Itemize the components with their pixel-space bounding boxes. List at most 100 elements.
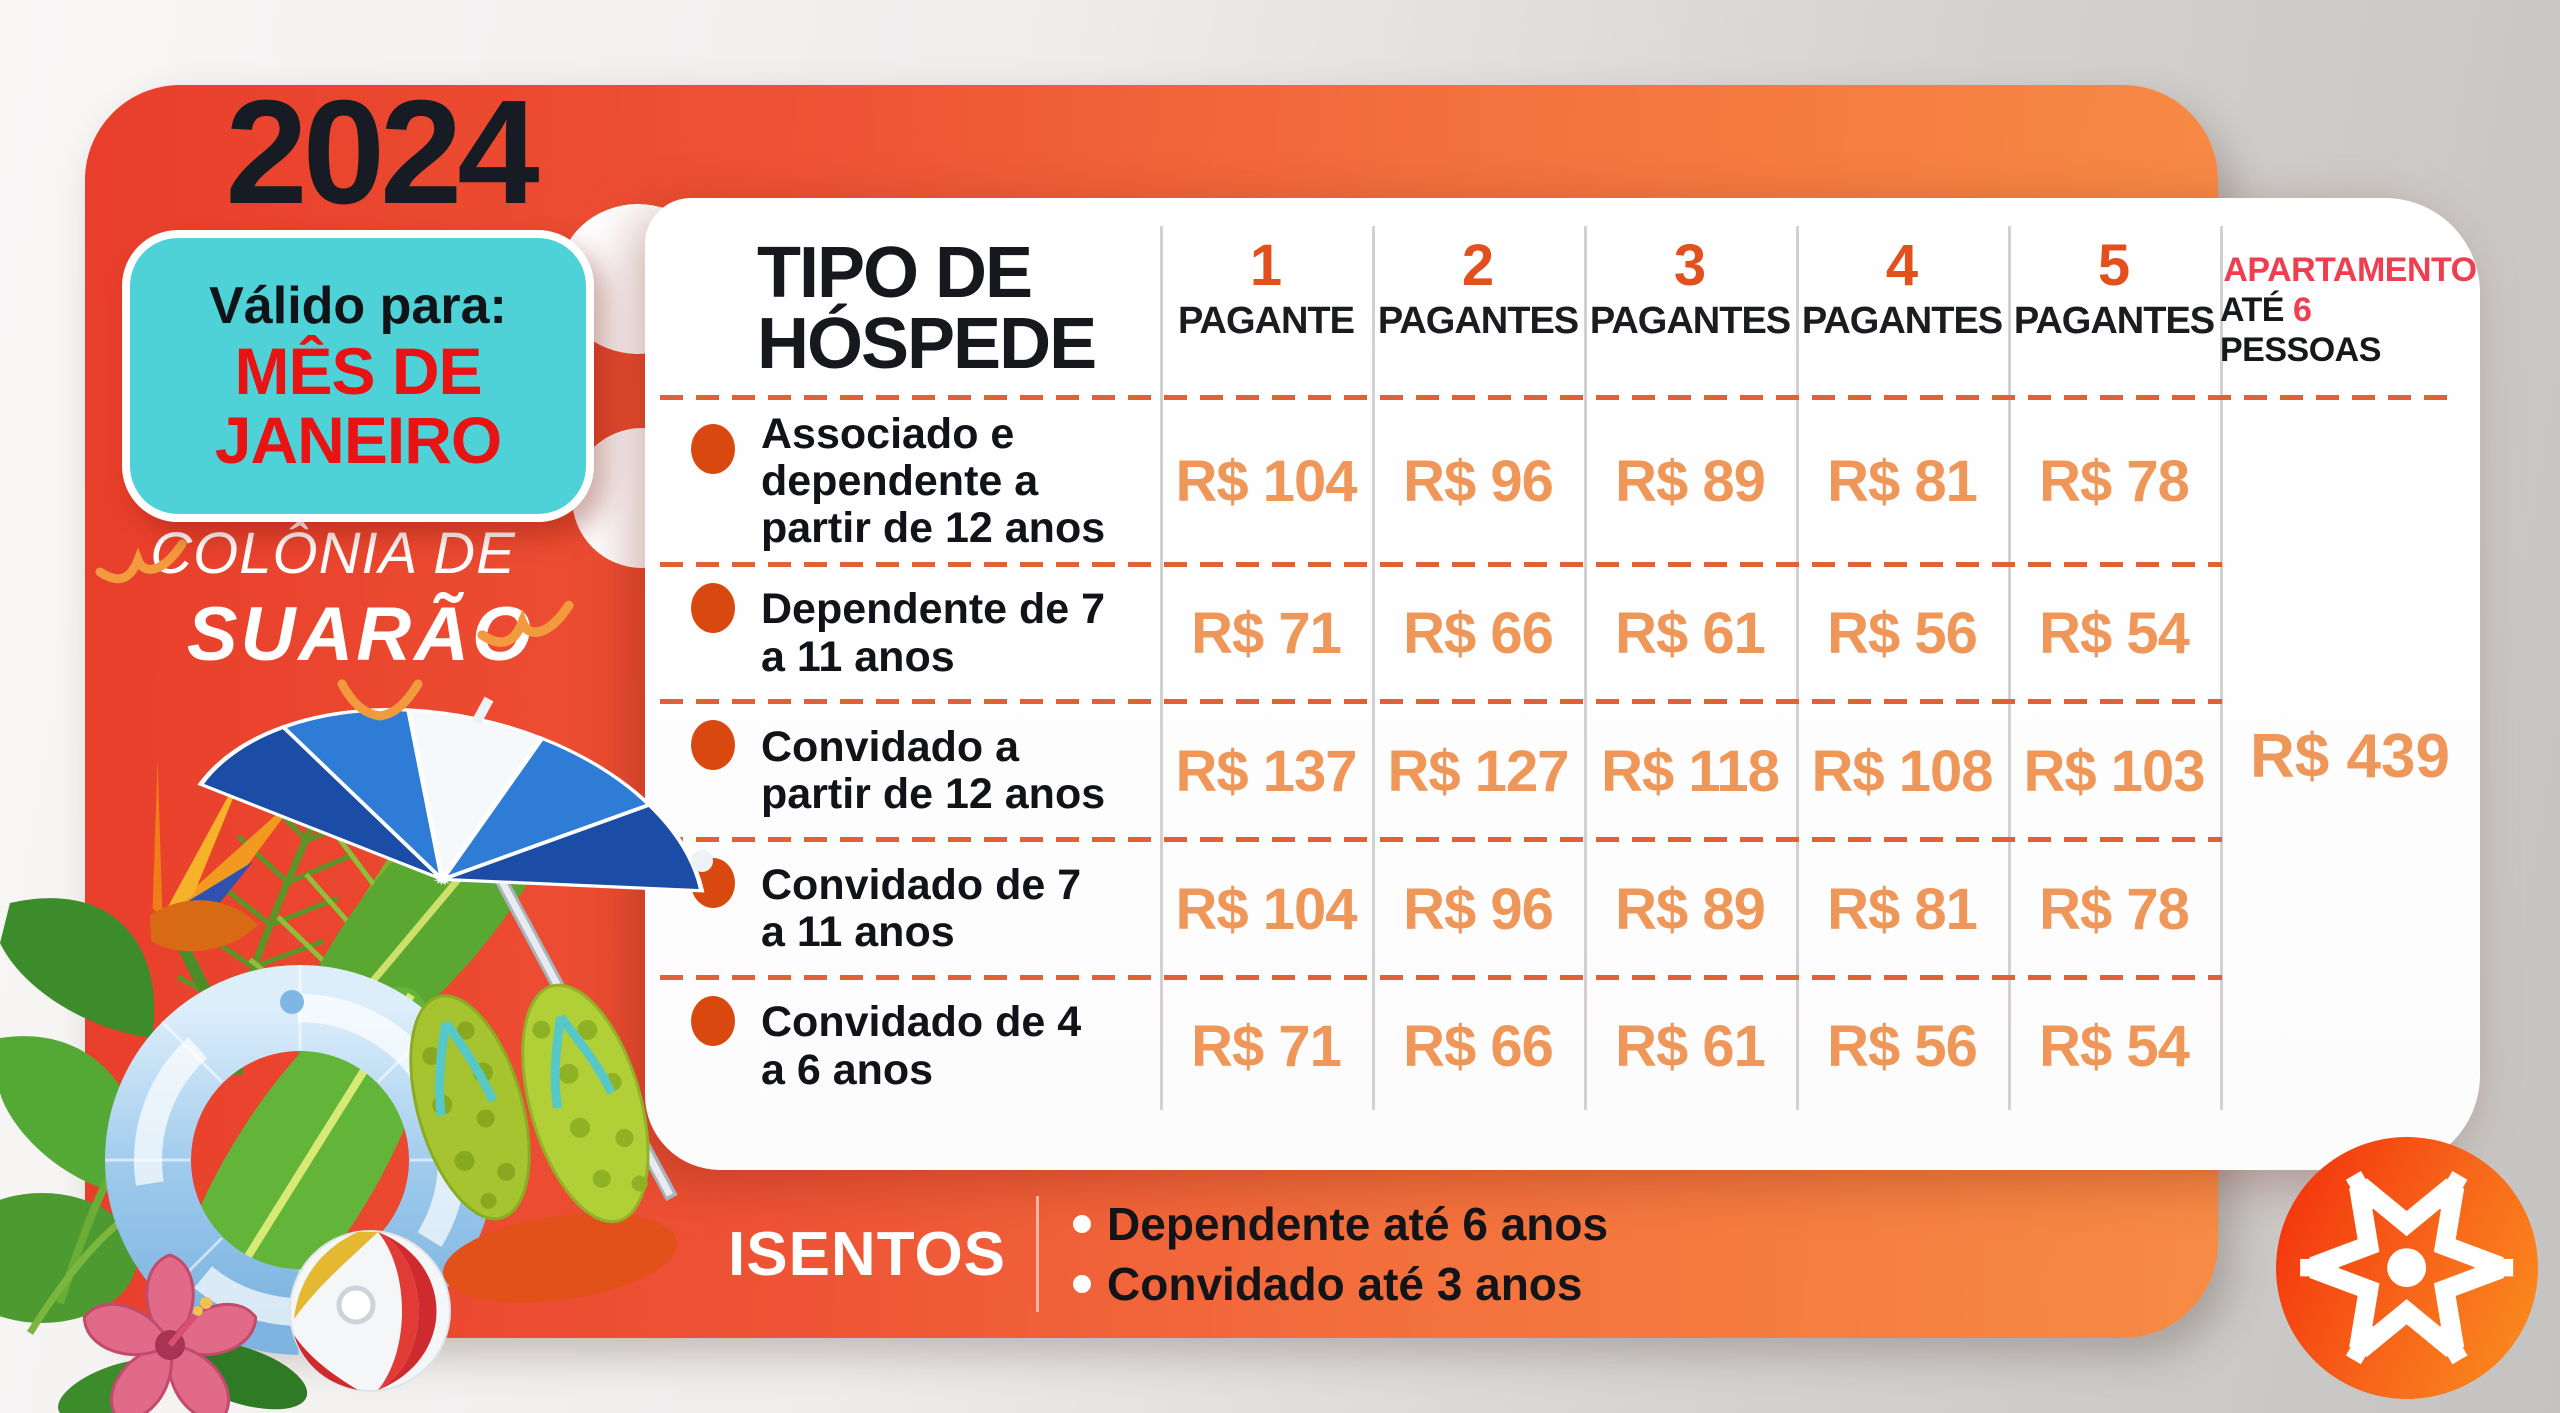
row-label: Convidado de 4 a 6 anos: [761, 998, 1082, 1094]
bird-swoosh-icon: [337, 679, 423, 721]
column-label: PAGANTES: [1589, 299, 1791, 342]
row-label: Convidado de 7 a 11 anos: [761, 860, 1082, 956]
price-cell: R$ 66: [1403, 1014, 1554, 1079]
towel-shape: [443, 1213, 677, 1303]
price-cell: R$ 56: [1827, 601, 1978, 666]
brand-logo-text: COLÔNIA DE SUARÃO: [95, 520, 574, 721]
exempt-title: ISENTOS: [728, 1219, 1007, 1289]
column-label: PAGANTE: [1178, 299, 1355, 342]
price-cell: R$ 118: [1601, 738, 1780, 804]
price-cell: R$ 103: [2023, 738, 2205, 804]
column-divider: [1584, 226, 1587, 1110]
price-cell: R$ 137: [1175, 738, 1357, 804]
price-cell: R$ 81: [1827, 449, 1978, 514]
column-label: PAGANTES: [1377, 299, 1579, 342]
price-cell: R$ 66: [1403, 601, 1554, 666]
price-cell: R$ 89: [1615, 449, 1766, 514]
column-divider: [1796, 226, 1799, 1110]
column-divider: [2008, 226, 2011, 1110]
price-cell: R$ 61: [1615, 601, 1766, 666]
header-separator: [660, 395, 2452, 400]
column-number: 3: [1673, 233, 1707, 298]
row-separator: [660, 562, 2222, 567]
price-cell: R$ 104: [1175, 449, 1357, 514]
price-table-panel: TIPO DE HÓSPEDE 1 PAGANTE 2 PAGANTES 3 P…: [645, 198, 2480, 1170]
column-header-1: 1 PAGANTE: [1160, 198, 1372, 398]
row-label-cell: Associado e dependente a partir de 12 an…: [645, 398, 1160, 565]
price-cell: R$ 89: [1615, 876, 1766, 942]
validity-badge: Válido para: MÊS DE JANEIRO: [122, 230, 594, 522]
bullet-icon: [691, 996, 735, 1046]
guest-type-header: TIPO DE HÓSPEDE: [757, 233, 1097, 384]
row-separator: [660, 975, 2222, 980]
bullet-icon: [1073, 1275, 1092, 1293]
row-separator: [660, 837, 2222, 842]
column-divider: [2220, 226, 2223, 1110]
row-label-cell: Convidado a partir de 12 anos: [645, 702, 1160, 840]
price-cell: R$ 56: [1827, 1014, 1978, 1079]
validity-month-line1: MÊS DE: [234, 334, 482, 409]
apartment-six: 6: [2292, 291, 2312, 330]
column-label: PAGANTES: [1801, 299, 2003, 342]
flip-flops-icon: [409, 983, 650, 1224]
row-label: Convidado a partir de 12 anos: [761, 722, 1106, 818]
exempt-item-label: Convidado até 3 anos: [1107, 1258, 1583, 1310]
bird-swoosh-icon: [477, 600, 574, 647]
column-divider: [1372, 226, 1375, 1110]
snowflake-emblem-icon: [2300, 1171, 2514, 1365]
price-cell: R$ 127: [1387, 738, 1569, 804]
bullet-icon: [691, 583, 735, 633]
price-cell: R$ 54: [2039, 1014, 2190, 1079]
exempt-section: ISENTOS Dependente até 6 anos Convidado …: [728, 1178, 1608, 1330]
brand-line2: SUARÃO: [186, 592, 535, 677]
column-divider: [1160, 226, 1163, 1110]
column-header-5: 5 PAGANTES: [2008, 198, 2220, 398]
price-cell: R$ 96: [1403, 449, 1554, 514]
bird-swoosh-icon: [95, 539, 187, 584]
bullet-icon: [1073, 1215, 1092, 1233]
row-label-cell: Convidado de 4 a 6 anos: [645, 978, 1160, 1115]
leaf-shape: [0, 898, 155, 1038]
row-separator: [660, 699, 2222, 704]
price-cell: R$ 96: [1403, 876, 1554, 942]
beach-umbrella-icon: [197, 696, 713, 1202]
apartment-pessoas: PESSOAS: [2220, 331, 2381, 370]
apartment-column-header: APARTAMENTO ATÉ 6 PESSOAS: [2220, 198, 2480, 398]
brand-line1: COLÔNIA DE: [150, 521, 516, 586]
column-header-3: 3 PAGANTES: [1584, 198, 1796, 398]
price-cell: R$ 78: [2039, 449, 2190, 514]
price-cell: R$ 108: [1811, 738, 1993, 804]
price-cell: R$ 104: [1175, 876, 1357, 942]
row-label-cell: Convidado de 7 a 11 anos: [645, 840, 1160, 978]
column-header-4: 4 PAGANTES: [1796, 198, 2008, 398]
validity-month-line2: JANEIRO: [214, 402, 502, 477]
year-title: 2024: [225, 70, 539, 235]
column-number: 4: [1885, 233, 1919, 298]
exempt-item: Dependente até 6 anos: [1073, 1197, 1608, 1251]
exempt-item: Convidado até 3 anos: [1073, 1257, 1608, 1311]
price-cell: R$ 81: [1827, 876, 1978, 942]
column-label: PAGANTES: [2013, 299, 2215, 342]
bullet-icon: [691, 424, 735, 474]
apartment-header-line2: ATÉ 6 PESSOAS: [2220, 290, 2480, 370]
apartment-price-cell: R$ 439: [2250, 722, 2450, 791]
price-cell: R$ 71: [1191, 601, 1342, 666]
column-number: 1: [1249, 233, 1283, 298]
club-logo: [2276, 1137, 2538, 1399]
apartment-ate: ATÉ: [2220, 291, 2293, 330]
price-cell: R$ 78: [2039, 876, 2190, 942]
beach-ball-icon: [289, 1230, 451, 1392]
exempt-divider: [1036, 1196, 1040, 1312]
apartment-header-line1: APARTAMENTO: [2223, 251, 2477, 289]
row-label: Associado e dependente a partir de 12 an…: [761, 409, 1106, 553]
row-label: Dependente de 7 a 11 anos: [761, 585, 1106, 681]
validity-prefix: Válido para:: [209, 277, 507, 336]
column-number: 2: [1461, 233, 1495, 298]
row-label-cell: Dependente de 7 a 11 anos: [645, 565, 1160, 702]
hibiscus-icon: [58, 1253, 308, 1413]
column-number: 5: [2097, 233, 2131, 298]
price-cell: R$ 61: [1615, 1014, 1766, 1079]
price-cell: R$ 71: [1191, 1014, 1342, 1079]
price-table: TIPO DE HÓSPEDE 1 PAGANTE 2 PAGANTES 3 P…: [645, 198, 2480, 1170]
